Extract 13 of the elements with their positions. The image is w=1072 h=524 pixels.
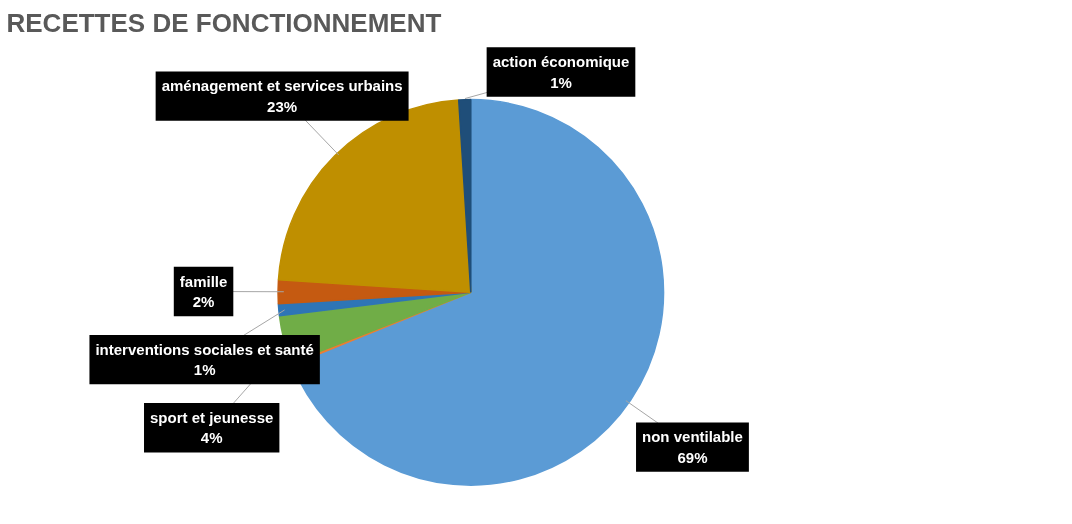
- slice-label: aménagement et services urbains: [161, 77, 403, 95]
- slice-label: famille: [179, 272, 228, 290]
- data-label: 2%: [192, 293, 215, 311]
- chart-title: RECETTES DE FONCTIONNEMENT: [6, 7, 442, 38]
- slice-label: sport et jeunesse: [150, 409, 274, 427]
- data-label: 23%: [267, 97, 298, 115]
- data-label: 1%: [550, 73, 572, 91]
- data-label: 4%: [200, 429, 223, 447]
- data-label: 69%: [677, 448, 708, 466]
- data-label: 1%: [193, 361, 216, 379]
- slice-label: interventions sociales et santé: [95, 340, 314, 358]
- slice-label: non ventilable: [642, 428, 743, 446]
- slice-label: action économique: [492, 53, 630, 71]
